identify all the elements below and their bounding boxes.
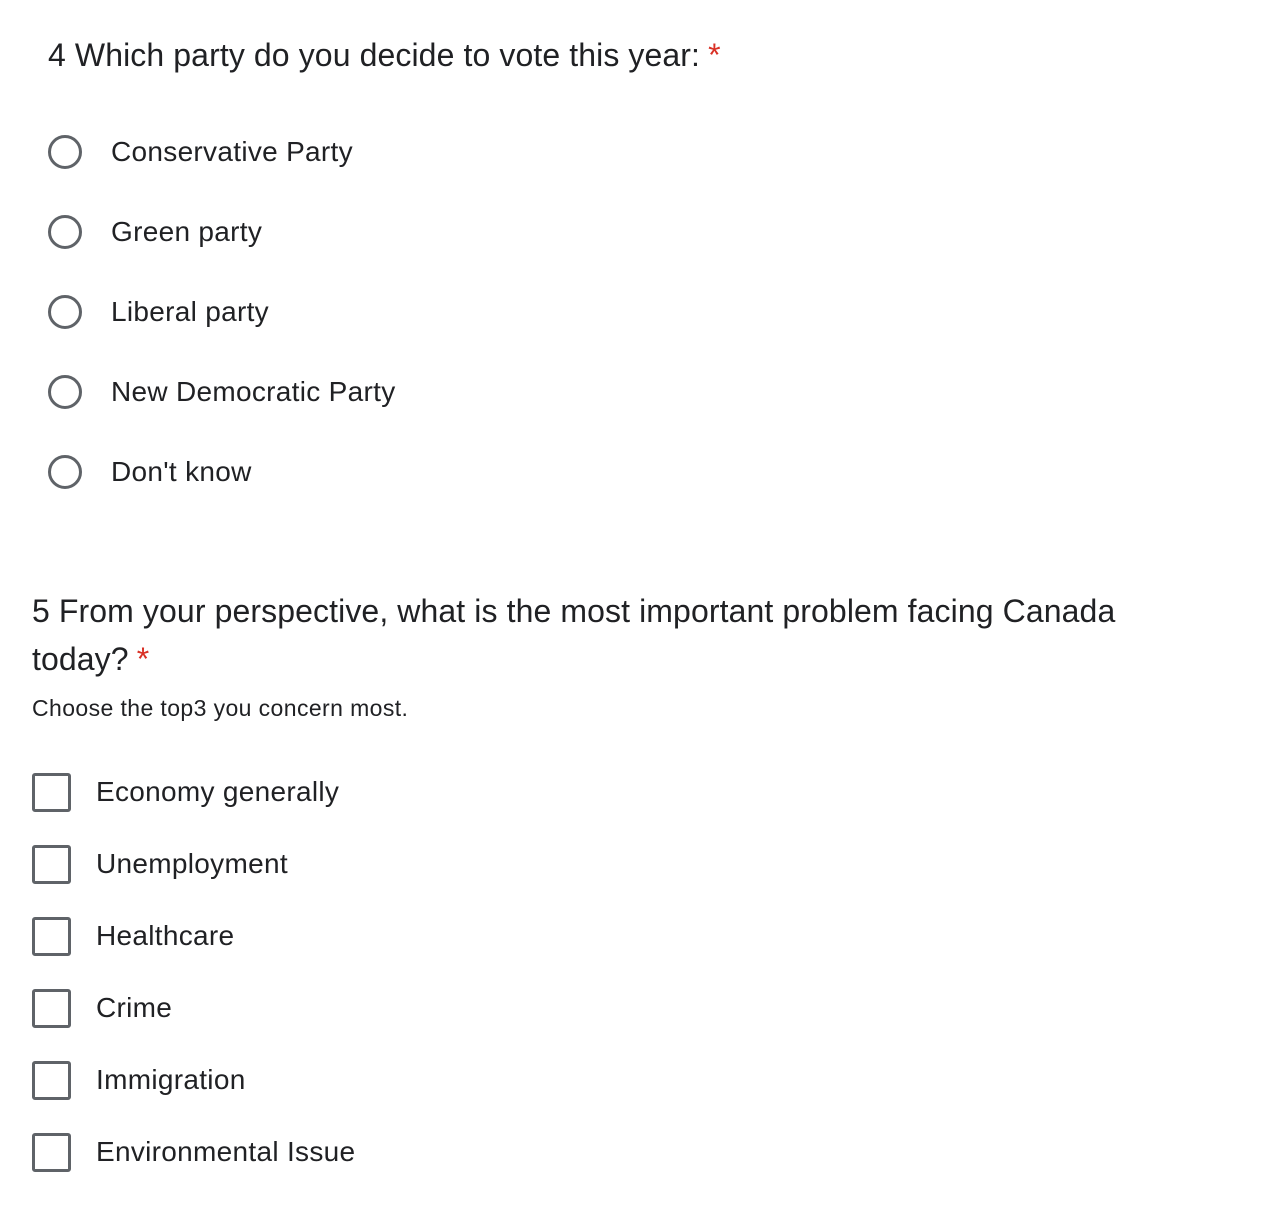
radio-option-label: Don't know	[111, 456, 252, 487]
question-5-title-text: 5 From your perspective, what is the mos…	[32, 593, 1116, 677]
checkbox-option-unemployment[interactable]: Unemployment	[32, 840, 288, 888]
question-4-title: 4 Which party do you decide to vote this…	[48, 31, 721, 79]
checkbox-option-label: Healthcare	[96, 920, 235, 951]
question-5-title: 5 From your perspective, what is the mos…	[32, 587, 1192, 683]
question-5-description: Choose the top3 you concern most.	[32, 695, 409, 721]
radio-option-new-democratic-party[interactable]: New Democratic Party	[48, 368, 396, 416]
checkbox-option-label: Environmental Issue	[96, 1136, 356, 1167]
checkbox-option-crime[interactable]: Crime	[32, 984, 172, 1032]
checkbox[interactable]	[32, 844, 71, 884]
radio-button[interactable]	[48, 135, 82, 169]
checkbox-option-label: Economy generally	[96, 776, 340, 807]
required-asterisk: *	[708, 37, 721, 73]
radio-option-dont-know[interactable]: Don't know	[48, 448, 252, 496]
radio-option-label: Conservative Party	[111, 136, 353, 167]
checkbox[interactable]	[32, 1060, 71, 1100]
checkbox[interactable]	[32, 916, 71, 956]
radio-option-conservative-party[interactable]: Conservative Party	[48, 128, 353, 176]
question-4-title-text: 4 Which party do you decide to vote this…	[48, 37, 701, 73]
checkbox-option-healthcare[interactable]: Healthcare	[32, 912, 234, 960]
checkbox-option-label: Unemployment	[96, 848, 288, 879]
checkbox-option-environmental-issue[interactable]: Environmental Issue	[32, 1128, 355, 1176]
radio-option-label: Liberal party	[111, 296, 269, 327]
checkbox[interactable]	[32, 988, 71, 1028]
radio-button[interactable]	[48, 215, 82, 249]
required-asterisk: *	[136, 641, 150, 677]
radio-option-green-party[interactable]: Green party	[48, 208, 262, 256]
radio-option-label: New Democratic Party	[111, 376, 396, 407]
radio-button[interactable]	[48, 295, 82, 329]
radio-option-label: Green party	[111, 216, 263, 247]
radio-button[interactable]	[48, 375, 82, 409]
checkbox[interactable]	[32, 772, 71, 812]
radio-button[interactable]	[48, 455, 82, 489]
checkbox-option-label: Crime	[96, 992, 173, 1023]
checkbox-option-economy-generally[interactable]: Economy generally	[32, 768, 339, 816]
checkbox-option-label: Immigration	[96, 1064, 246, 1095]
checkbox-option-immigration[interactable]: Immigration	[32, 1056, 246, 1104]
radio-option-liberal-party[interactable]: Liberal party	[48, 288, 269, 336]
checkbox[interactable]	[32, 1132, 71, 1172]
